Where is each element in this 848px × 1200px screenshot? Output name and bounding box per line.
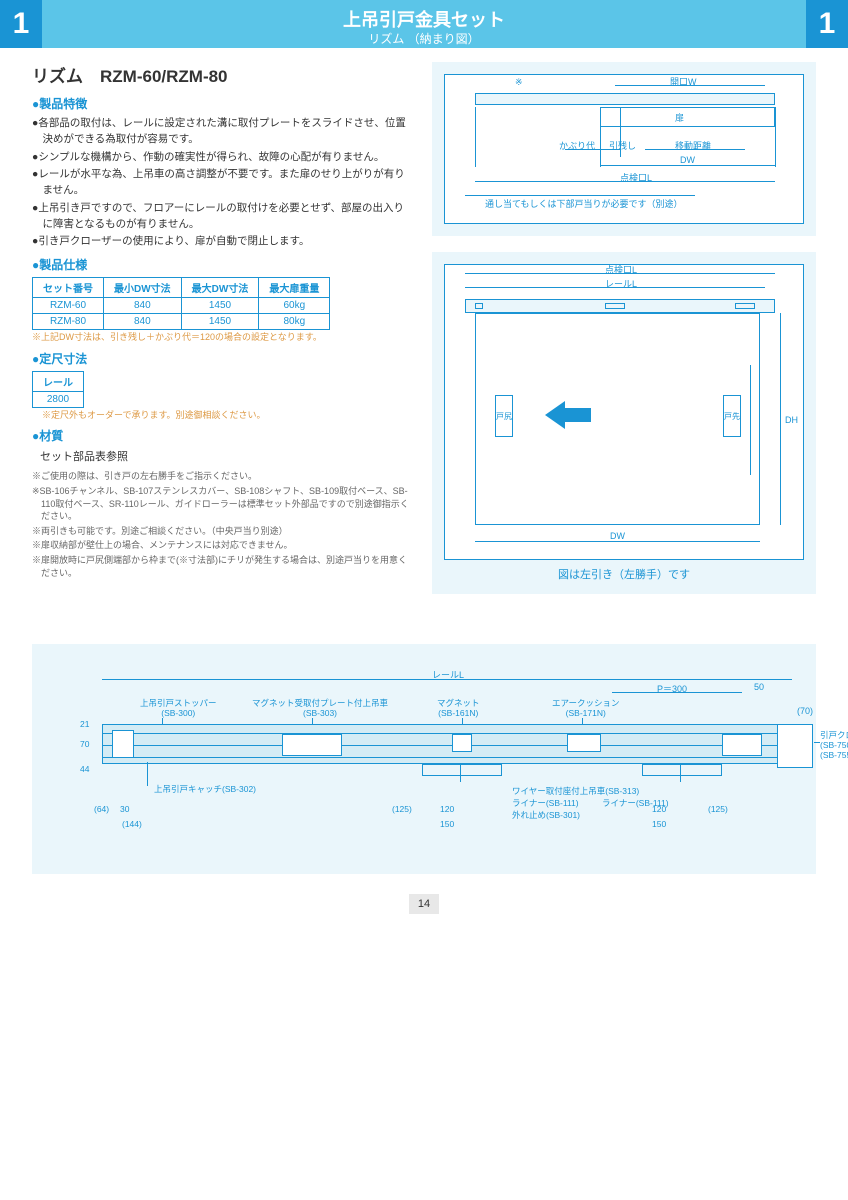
material-heading: 材質: [32, 427, 412, 444]
magnet-plate-label: マグネット受取付プレート付上吊車 (SB-303): [252, 698, 388, 718]
spec-header-cell: 最小DW寸法: [104, 278, 182, 298]
tenken-label: 点検口L: [620, 171, 652, 184]
features-list: 各部品の取付は、レールに設定された溝に取付プレートをスライドさせ、位置決めができ…: [32, 116, 412, 250]
catch-label: 上吊引戸キャッチ(SB-302): [154, 784, 256, 794]
closer-label: 引戸クローザー (SB-750Z) (SB-755Z): [820, 730, 848, 761]
diagram-1-box: ※ 開口W 扉 かぶり代 引残し 移動距離 DW 点検口L: [432, 62, 816, 236]
spec-cell: 60kg: [259, 298, 330, 314]
v70b-label: (70): [797, 706, 813, 716]
header-num-right: 1: [806, 0, 848, 48]
tojiri-marker: 戸尻: [495, 395, 513, 437]
v44-label: 44: [80, 764, 89, 774]
v125a-label: (125): [392, 804, 412, 814]
small-notes: ※ご使用の際は、引き戸の左右勝手をご指示ください。 ※SB-106チャンネル、SB…: [32, 470, 412, 579]
spec-row: RZM-60840145060kg: [33, 298, 330, 314]
stopper-label: 上吊引戸ストッパー (SB-300): [140, 698, 217, 718]
fixed-heading: 定尺寸法: [32, 350, 412, 367]
tenken2-label: 点検口L: [605, 263, 637, 276]
rail-body: [102, 724, 786, 764]
v64-label: (64): [94, 804, 109, 814]
diagram-1: ※ 開口W 扉 かぶり代 引残し 移動距離 DW 点検口L: [444, 74, 804, 224]
spec-cell: 1450: [181, 298, 259, 314]
v120a-label: 120: [440, 804, 454, 814]
dw-label: DW: [680, 155, 695, 165]
v125b-label: (125): [708, 804, 728, 814]
spec-note: ※上記DW寸法は、引き残し＋かぶり代＝120の場合の設定となります。: [32, 332, 412, 344]
small-note: ※SB-106チャンネル、SB-107ステンレスカバー、SB-108シャフト、S…: [32, 485, 412, 523]
p300-label: P＝300: [657, 682, 687, 695]
dh-label: DH: [785, 415, 798, 425]
header-title: 上吊引戸金具セット: [343, 6, 505, 32]
dw2-label: DW: [610, 531, 625, 541]
small-note: ※両引きも可能です。別途ご相談ください。（中央戸当り別途）: [32, 525, 412, 538]
spec-cell: 80kg: [259, 314, 330, 330]
feature-item: レールが水平な為、上吊車の高さ調整が不要です。また扉のせり上がりが有りません。: [32, 167, 412, 199]
fixed-table: レール 2800: [32, 371, 84, 408]
spec-row: RZM-80840145080kg: [33, 314, 330, 330]
asterisk-label: ※: [515, 77, 523, 88]
spec-header-cell: 最大扉重量: [259, 278, 330, 298]
spec-cell: 840: [104, 314, 182, 330]
small-note: ※扉開放時に戸尻側端部から枠まで(※寸法部)にチリが発生する場合は、別途戸当りを…: [32, 554, 412, 579]
kaburi-label: かぶり代: [559, 139, 595, 152]
page-number: 14: [409, 894, 439, 914]
spec-cell: RZM-80: [33, 314, 104, 330]
product-title: リズム RZM-60/RZM-80: [32, 62, 412, 87]
spec-cell: RZM-60: [33, 298, 104, 314]
door-label: 扉: [675, 111, 684, 124]
v21-label: 21: [80, 719, 89, 729]
v144-label: (144): [122, 819, 142, 829]
spec-cell: 1450: [181, 314, 259, 330]
left-column: リズム RZM-60/RZM-80 製品特徴 各部品の取付は、レールに設定された…: [32, 62, 412, 610]
feature-item: 引き戸クローザーの使用により、扉が自動で閉止します。: [32, 234, 412, 250]
sotodome-label: 外れ止め(SB-301): [512, 810, 580, 820]
fixed-note: ※定尺外もオーダーで承ります。別途御相談ください。: [42, 410, 266, 422]
fixed-table-header: レール: [33, 371, 84, 391]
v30-label: 30: [120, 804, 129, 814]
spec-cell: 840: [104, 298, 182, 314]
rail-l-label: レールL: [432, 668, 464, 681]
v150a-label: 150: [440, 819, 454, 829]
spec-table: セット番号最小DW寸法最大DW寸法最大扉重量 RZM-60840145060kg…: [32, 277, 330, 330]
feature-item: シンプルな機構から、作動の確実性が得られ、故障の心配が有りません。: [32, 150, 412, 166]
feature-item: 各部品の取付は、レールに設定された溝に取付プレートをスライドさせ、位置決めができ…: [32, 116, 412, 148]
air-label: エアークッション (SB-171N): [552, 698, 620, 718]
diagram-2-box: 点検口L レールL 戸尻 戸先 DH DW: [432, 252, 816, 594]
spec-header-cell: 最大DW寸法: [181, 278, 259, 298]
diagram-2: 点検口L レールL 戸尻 戸先 DH DW: [444, 264, 804, 560]
right-column: ※ 開口W 扉 かぶり代 引残し 移動距離 DW 点検口L: [432, 62, 816, 610]
spec-heading: 製品仕様: [32, 256, 412, 273]
v120b-label: 120: [652, 804, 666, 814]
small-note: ※扉収納部が壁仕上の場合、メンテナンスには対応できません。: [32, 539, 412, 552]
page-header: 1 上吊引戸金具セット リズム （納まり図） 1: [0, 0, 848, 48]
ido-label: 移動距離: [675, 139, 711, 152]
header-num-left: 1: [0, 0, 42, 48]
spec-header-cell: セット番号: [33, 278, 104, 298]
wire-label: ワイヤー取付座付上吊車(SB-313): [512, 786, 639, 796]
diagram-2-caption: 図は左引き（左勝手）です: [444, 566, 804, 582]
tosaki-marker: 戸先: [723, 395, 741, 437]
bottom-diagram: レールL P＝300 50 (70) 上吊引戸ストッパー (SB-300) マグ…: [32, 644, 816, 874]
material-text: セット部品表参照: [40, 448, 412, 464]
v150b-label: 150: [652, 819, 666, 829]
v50-label: 50: [754, 682, 764, 692]
liner1-label: ライナー(SB-111): [512, 798, 579, 808]
fixed-table-value: 2800: [33, 391, 84, 407]
small-note: ※ご使用の際は、引き戸の左右勝手をご指示ください。: [32, 470, 412, 483]
feature-item: 上吊引き戸ですので、フロアーにレールの取付けを必要とせず、部屋の出入りに障害とな…: [32, 201, 412, 233]
hikinokoshi-label: 引残し: [609, 139, 636, 152]
rail-label: レールL: [605, 277, 637, 290]
v70-label: 70: [80, 739, 89, 749]
magnet-label: マグネット (SB-161N): [437, 698, 480, 718]
features-heading: 製品特徴: [32, 95, 412, 112]
header-subtitle: リズム （納まり図）: [368, 30, 479, 47]
bottom-note-label: 通し当てもしくは下部戸当りが必要です（別途）: [485, 197, 683, 210]
kw-label: 開口W: [670, 75, 697, 88]
